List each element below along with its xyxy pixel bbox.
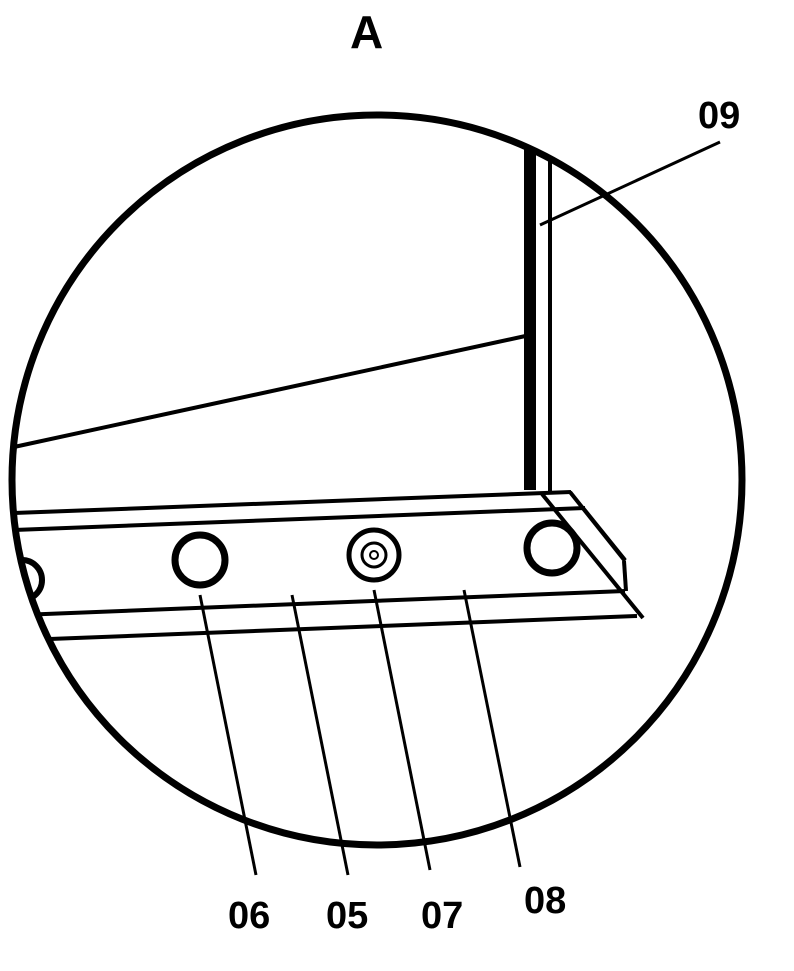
structure-line xyxy=(25,616,637,640)
diagram-canvas: A 06 05 07 08 09 xyxy=(0,0,794,971)
structure-line xyxy=(624,561,626,591)
callout-05: 05 xyxy=(326,895,368,938)
detail-view-boundary xyxy=(12,115,742,845)
callout-07: 07 xyxy=(421,895,463,938)
structure-line xyxy=(20,591,625,615)
leader-line xyxy=(292,595,348,875)
detail-circle xyxy=(362,543,386,567)
structure-line xyxy=(542,494,643,618)
callout-08: 08 xyxy=(524,880,566,923)
callout-06: 06 xyxy=(228,895,270,938)
detail-circle xyxy=(349,530,399,580)
detail-circle xyxy=(370,551,378,559)
detail-circle xyxy=(527,523,577,573)
diagram-svg xyxy=(0,0,794,971)
leader-line xyxy=(374,590,430,870)
callout-09: 09 xyxy=(698,95,740,138)
detail-circle xyxy=(175,535,225,585)
view-label-A: A xyxy=(350,5,383,59)
leader-line xyxy=(200,595,256,875)
structure-line xyxy=(14,335,530,447)
